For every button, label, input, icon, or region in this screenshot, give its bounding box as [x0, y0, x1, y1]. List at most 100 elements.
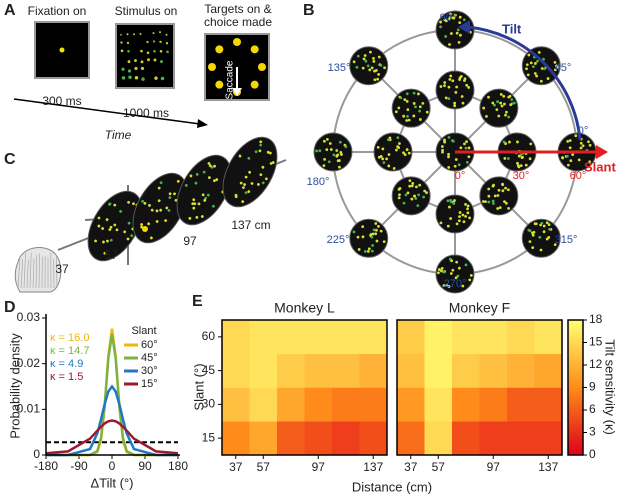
dot [525, 63, 529, 67]
dot [374, 222, 378, 225]
distance-label: 97 [183, 234, 197, 248]
dot [501, 182, 504, 186]
x-tick-label: -180 [34, 459, 58, 473]
dot [335, 149, 339, 152]
dot [410, 184, 414, 188]
panel-label: E [192, 293, 203, 310]
event-label: Targets on & [204, 2, 271, 16]
dot [152, 40, 156, 43]
dot [463, 79, 466, 82]
dot [126, 33, 129, 36]
dot [381, 147, 385, 151]
dot [176, 179, 180, 183]
dot [238, 154, 242, 158]
dot [402, 114, 406, 118]
dot [264, 177, 268, 181]
dot [487, 187, 491, 191]
dot [97, 216, 101, 220]
stimulus-diagram: Tilt Slant 0° 45° 90° 135° 180° 225° 270° 315° 0° 3… [307, 10, 616, 294]
dot [506, 157, 510, 160]
dot [243, 183, 246, 186]
dot [446, 199, 450, 203]
dot [467, 146, 471, 150]
dot [375, 239, 379, 243]
dot [464, 214, 467, 218]
dot [383, 66, 386, 70]
dot [361, 225, 365, 229]
dot [499, 101, 503, 105]
dot [339, 150, 343, 154]
heatmap-cell [534, 421, 563, 456]
slant-arrowhead [596, 145, 608, 159]
dot [453, 104, 457, 108]
x-tick-label: 0 [109, 459, 116, 473]
dot [407, 118, 411, 122]
dot [437, 268, 441, 271]
dot [147, 222, 151, 226]
legend-label: 30° [141, 365, 158, 377]
x-tick-label: -90 [70, 459, 88, 473]
dot [377, 55, 381, 59]
dot [405, 92, 409, 96]
dot [579, 141, 583, 145]
dot [352, 230, 356, 234]
dot [444, 35, 448, 38]
dot [461, 213, 465, 217]
dot [425, 191, 428, 195]
dot [418, 109, 422, 113]
dot [415, 185, 418, 189]
dot [542, 57, 545, 61]
stimulus-disc [373, 132, 413, 172]
heatmap-cell [359, 421, 388, 456]
x-tick-label: 97 [312, 460, 326, 474]
dot [154, 76, 158, 80]
heatmap-frame [396, 319, 563, 456]
dot [450, 32, 453, 35]
dot [499, 92, 503, 96]
dot [120, 41, 123, 44]
heatmap-cell [424, 353, 453, 388]
dot [587, 140, 590, 144]
tilt-label: Tilt [502, 21, 522, 36]
legend-label: 15° [141, 378, 158, 390]
dot [416, 204, 420, 208]
target [215, 80, 224, 89]
heatmap-cell [304, 353, 333, 388]
tilt-arrow [466, 25, 582, 141]
dot [451, 79, 455, 83]
dot [188, 216, 192, 220]
dot [202, 170, 206, 174]
dot [453, 164, 457, 168]
hair [56, 255, 58, 289]
dot [455, 85, 459, 89]
colorbar-tick-label: 15 [589, 335, 603, 349]
dot [453, 101, 457, 105]
hair [26, 259, 29, 289]
dot [259, 140, 263, 144]
dot [535, 74, 538, 78]
dot [542, 224, 546, 228]
dot [452, 16, 456, 20]
dot [315, 149, 318, 153]
colorbar-tick-label: 9 [589, 380, 596, 394]
heatmap-cell [397, 353, 425, 388]
dot [157, 199, 161, 203]
dot [352, 60, 356, 64]
dot [108, 202, 112, 206]
dot [148, 203, 151, 207]
dot [448, 257, 452, 261]
dot [467, 86, 471, 89]
dot [108, 228, 112, 231]
dot [130, 234, 134, 238]
dot [215, 178, 219, 181]
y-axis-label: Probability density [7, 333, 22, 439]
heatmap-cell [424, 421, 453, 456]
dot [417, 193, 421, 197]
density-curve [45, 384, 179, 457]
density-curve [45, 419, 179, 455]
tilt-arrowhead [458, 20, 470, 34]
dot [322, 164, 326, 168]
dot [444, 96, 448, 100]
dot [485, 114, 488, 118]
